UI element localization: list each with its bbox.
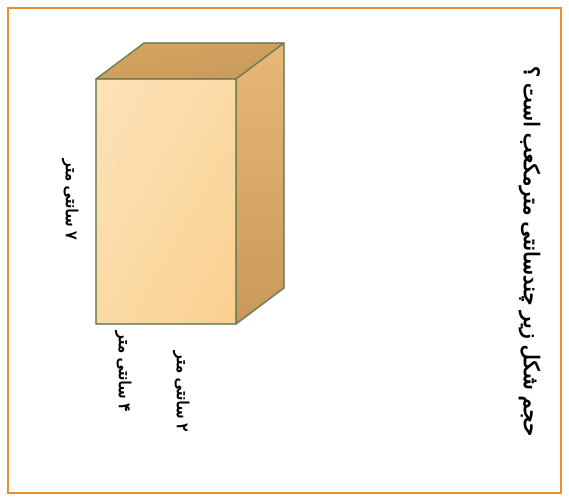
question-title: حجم شکل زیر چندسانتی مترمکعب است ؟ — [518, 65, 542, 435]
label-width: ۴ سانتی متر — [114, 331, 133, 412]
label-height: ۷ سانتی متر — [61, 159, 80, 240]
cuboid-shape — [94, 41, 286, 326]
label-depth: ۲ سانتی متر — [172, 351, 191, 432]
question-frame: حجم شکل زیر چندسانتی مترمکعب است ؟ ۷ سان… — [7, 7, 562, 494]
